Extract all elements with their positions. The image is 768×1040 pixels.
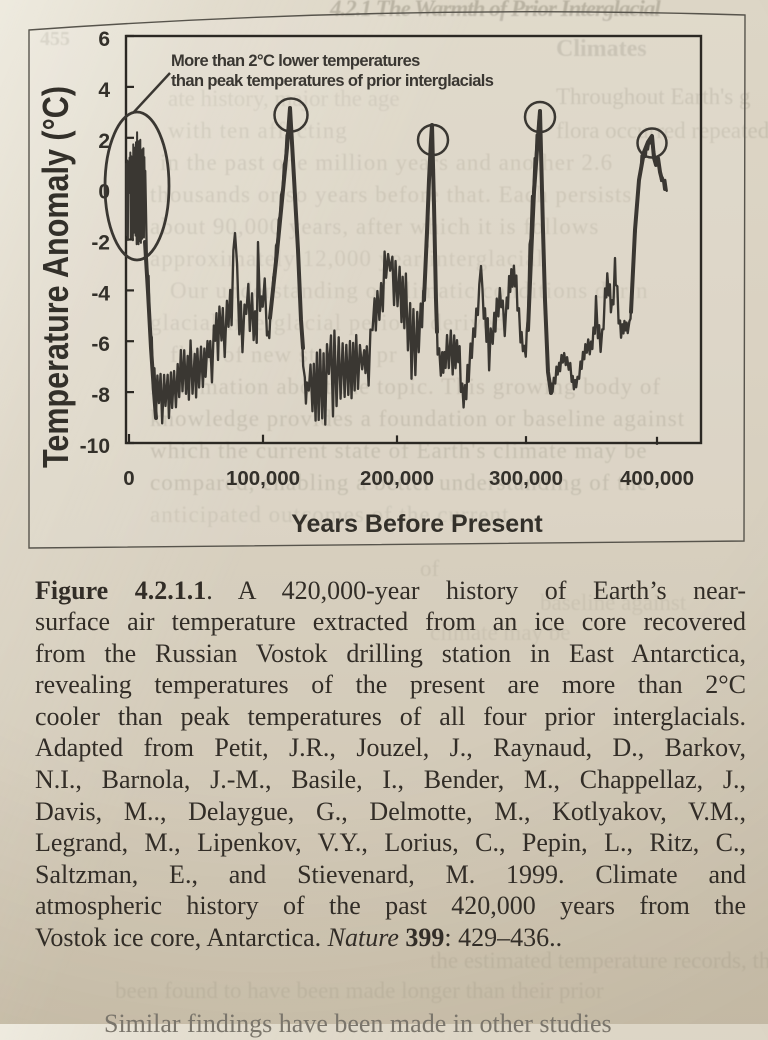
svg-text:-4: -4 [91,282,110,305]
svg-text:More than 2°C lower temperatur: More than 2°C lower temperatures [171,52,420,70]
svg-text:300,000: 300,000 [489,467,563,490]
svg-text:-6: -6 [91,333,110,356]
svg-text:-2: -2 [91,232,110,255]
svg-text:100,000: 100,000 [226,467,300,490]
svg-text:400,000: 400,000 [620,467,694,490]
svg-text:4: 4 [98,79,110,102]
svg-text:6: 6 [98,28,110,51]
svg-text:2: 2 [98,130,110,153]
svg-text:-8: -8 [91,384,110,407]
svg-text:200,000: 200,000 [360,467,434,490]
svg-text:-10: -10 [80,435,110,458]
svg-text:Years Before Present: Years Before Present [291,510,543,538]
svg-text:0: 0 [123,467,134,490]
svg-text:Temperature Anomaly (°C): Temperature Anomaly (°C) [35,86,76,468]
svg-text:than peak temperatures of prio: than peak temperatures of prior intergla… [171,72,494,90]
